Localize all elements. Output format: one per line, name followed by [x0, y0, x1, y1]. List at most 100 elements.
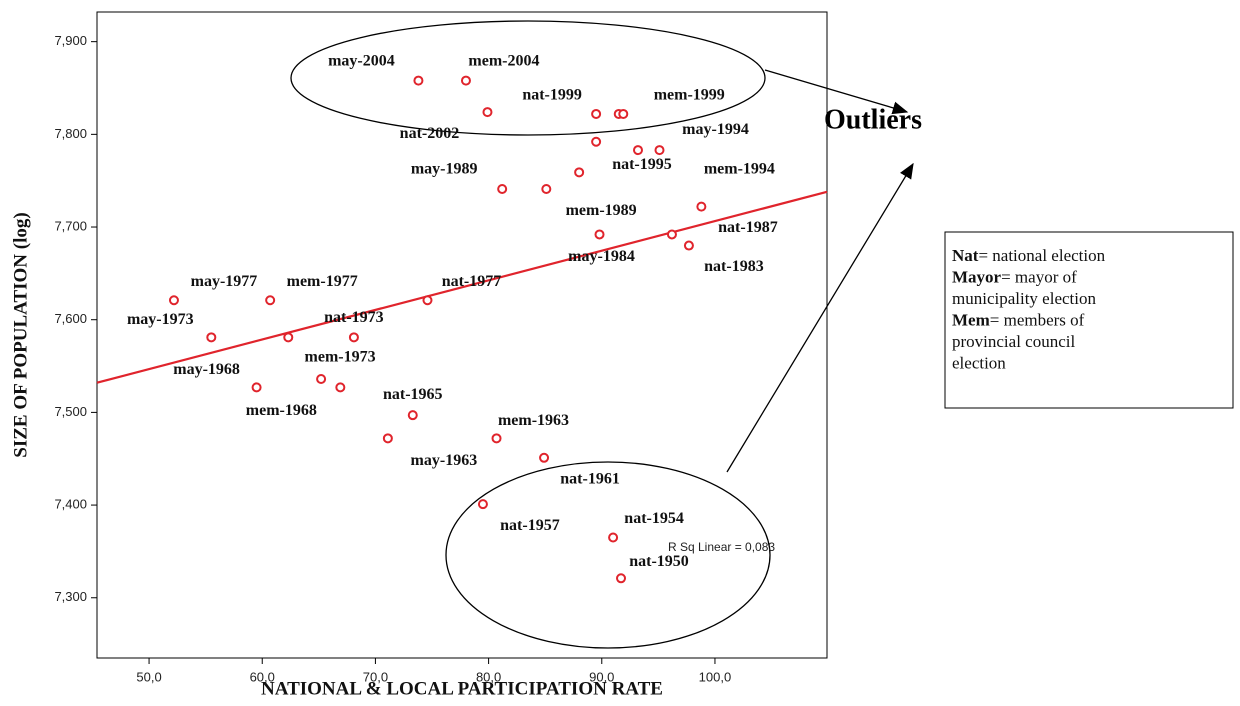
- key-text: municipality election: [952, 289, 1096, 308]
- point-label: may-1973: [127, 311, 194, 328]
- arrow: [764, 69, 909, 115]
- y-axis-label: SIZE OF POPULATION (log): [10, 212, 31, 457]
- point-label: nat-1987: [718, 219, 778, 236]
- point-label: nat-1973: [324, 309, 384, 326]
- key-text: provincial council: [952, 332, 1075, 351]
- point: [206, 332, 217, 343]
- arrow: [726, 162, 914, 473]
- point-label: nat-1983: [704, 258, 764, 275]
- key-line: Mayor= mayor of: [952, 267, 1077, 286]
- point: [608, 532, 619, 543]
- point: [618, 108, 629, 119]
- key-line: municipality election: [952, 289, 1096, 308]
- point-label: mem-1994: [704, 160, 775, 177]
- point-label: mem-1963: [498, 412, 569, 429]
- y-tick-label: 7,700: [54, 218, 87, 233]
- key-text: = mayor of: [1001, 267, 1077, 286]
- point: [696, 201, 707, 212]
- plot-frame: [96, 11, 828, 659]
- point: [591, 136, 602, 147]
- point-label: nat-2002: [400, 125, 460, 142]
- y-tick-label: 7,400: [54, 497, 87, 512]
- key-text: = members of: [990, 310, 1085, 329]
- point-label: may-1994: [682, 121, 749, 138]
- x-tick-label: 50,0: [136, 669, 161, 684]
- point-label: nat-1950: [629, 553, 689, 570]
- outlier-ellipse: [290, 20, 766, 136]
- point: [482, 107, 493, 118]
- point-label: may-1968: [173, 361, 240, 378]
- point-label: mem-1977: [287, 273, 358, 290]
- point: [594, 229, 605, 240]
- point: [491, 433, 502, 444]
- key-term: Nat: [952, 246, 979, 265]
- point-label: nat-1999: [522, 87, 582, 104]
- point: [574, 167, 585, 178]
- point-label: may-1963: [411, 452, 478, 469]
- x-tick-label: 90,0: [589, 669, 614, 684]
- point: [460, 75, 471, 86]
- fit-line: [96, 190, 828, 384]
- key-line: Nat= national election: [952, 246, 1106, 265]
- point: [422, 295, 433, 306]
- y-tick-label: 7,500: [54, 404, 87, 419]
- point-label: mem-2004: [468, 52, 539, 69]
- point: [477, 499, 488, 510]
- point: [348, 332, 359, 343]
- key-text: election: [952, 353, 1006, 372]
- x-tick-label: 60,0: [250, 669, 275, 684]
- point-label: may-2004: [328, 52, 395, 69]
- key-text: = national election: [978, 246, 1105, 265]
- point-label: nat-1965: [383, 386, 443, 403]
- key-term: Mayor: [952, 267, 1002, 286]
- point: [413, 75, 424, 86]
- point: [616, 573, 627, 584]
- x-tick-label: 100,0: [699, 669, 732, 684]
- point-label: may-1989: [411, 161, 478, 178]
- key-line: Mem= members of: [952, 310, 1085, 329]
- point-label: nat-1957: [500, 517, 560, 534]
- point: [316, 374, 327, 385]
- point-label: nat-1977: [442, 273, 502, 290]
- point-label: may-1984: [568, 248, 635, 265]
- fit-annotation: R Sq Linear = 0,083: [668, 540, 775, 554]
- point: [591, 108, 602, 119]
- outlier-label: Outliers: [824, 104, 922, 135]
- point: [407, 410, 418, 421]
- point: [683, 240, 694, 251]
- point-label: nat-1995: [612, 156, 672, 173]
- point: [168, 295, 179, 306]
- point-label: mem-1999: [654, 87, 725, 104]
- point: [335, 382, 346, 393]
- x-tick-label: 80,0: [476, 669, 501, 684]
- point: [541, 184, 552, 195]
- point: [539, 452, 550, 463]
- y-tick-label: 7,800: [54, 126, 87, 141]
- x-tick-label: 70,0: [363, 669, 388, 684]
- key-box: [944, 231, 1234, 409]
- x-axis-label: NATIONAL & LOCAL PARTICIPATION RATE: [261, 678, 663, 699]
- point: [497, 184, 508, 195]
- point-label: mem-1973: [305, 349, 376, 366]
- point: [265, 295, 276, 306]
- point-label: nat-1961: [560, 470, 620, 487]
- point: [666, 229, 677, 240]
- y-tick-label: 7,300: [54, 589, 87, 604]
- point-label: mem-1989: [566, 202, 637, 219]
- key-line: election: [952, 353, 1006, 372]
- point-label: may-1977: [191, 273, 258, 290]
- outlier-ellipse: [445, 461, 771, 649]
- key-term: Mem: [952, 310, 990, 329]
- point: [382, 433, 393, 444]
- point: [283, 332, 294, 343]
- y-tick-label: 7,600: [54, 311, 87, 326]
- point-label: mem-1968: [246, 402, 317, 419]
- point: [632, 145, 643, 156]
- point: [251, 382, 262, 393]
- point: [654, 145, 665, 156]
- point-label: nat-1954: [624, 510, 684, 527]
- key-line: provincial council: [952, 332, 1075, 351]
- y-tick-label: 7,900: [54, 33, 87, 48]
